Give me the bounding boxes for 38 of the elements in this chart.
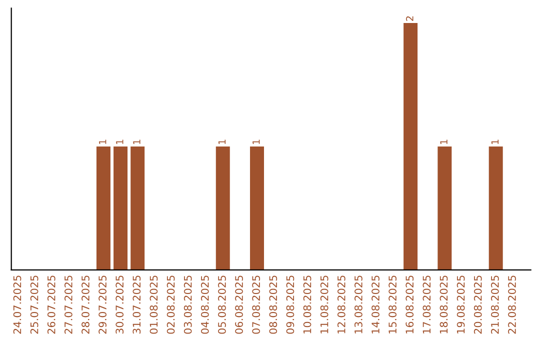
x-tick-label: 06.08.2025 (235, 276, 243, 334)
x-tick-label: 07.08.2025 (252, 276, 260, 334)
x-tick-label: 29.07.2025 (98, 276, 106, 334)
data-label: 1 (116, 140, 124, 144)
x-tick-label: 25.07.2025 (30, 276, 38, 334)
x-tick-label: 12.08.2025 (337, 276, 346, 334)
x-tick-label: 21.08.2025 (490, 276, 499, 334)
x-tick-label: 20.08.2025 (474, 276, 482, 334)
data-label: 1 (252, 140, 260, 144)
data-label: 1 (218, 140, 226, 144)
data-label: 1 (491, 140, 499, 144)
x-tick-label: 02.08.2025 (166, 276, 175, 334)
x-tick-label: 30.07.2025 (116, 276, 124, 334)
x-tick-label: 11.08.2025 (320, 276, 328, 334)
x-tick-label: 10.08.2025 (303, 276, 312, 334)
x-tick-label: 22.08.2025 (508, 276, 516, 334)
x-tick-label: 28.07.2025 (82, 276, 90, 334)
x-tick-label: 09.08.2025 (286, 276, 294, 334)
x-tick-label: 01.08.2025 (150, 276, 158, 334)
data-label: 1 (99, 140, 106, 144)
x-tick-label: 14.08.2025 (372, 276, 380, 334)
x-tick-label: 18.08.2025 (440, 276, 448, 334)
x-tick-label: 26.07.2025 (47, 276, 56, 334)
x-tick-label: 03.08.2025 (184, 276, 192, 334)
x-tick-label: 05.08.2025 (218, 276, 226, 334)
x-tick-label: 08.08.2025 (269, 276, 278, 334)
x-tick-label: 04.08.2025 (200, 276, 209, 334)
x-tick-label: 19.08.2025 (456, 276, 465, 334)
x-tick-label: 24.07.2025 (13, 276, 22, 334)
x-tick-label: 13.08.2025 (354, 276, 362, 334)
x-tick-label: 27.07.2025 (64, 276, 72, 334)
data-label: 1 (133, 140, 140, 144)
x-tick-label: 16.08.2025 (406, 276, 414, 334)
x-tick-label: 17.08.2025 (422, 276, 431, 334)
data-label: 2 (406, 16, 414, 21)
x-tick-label: 15.08.2025 (388, 276, 397, 334)
data-label: 1 (440, 140, 448, 144)
x-tick-label: 31.07.2025 (132, 276, 141, 334)
